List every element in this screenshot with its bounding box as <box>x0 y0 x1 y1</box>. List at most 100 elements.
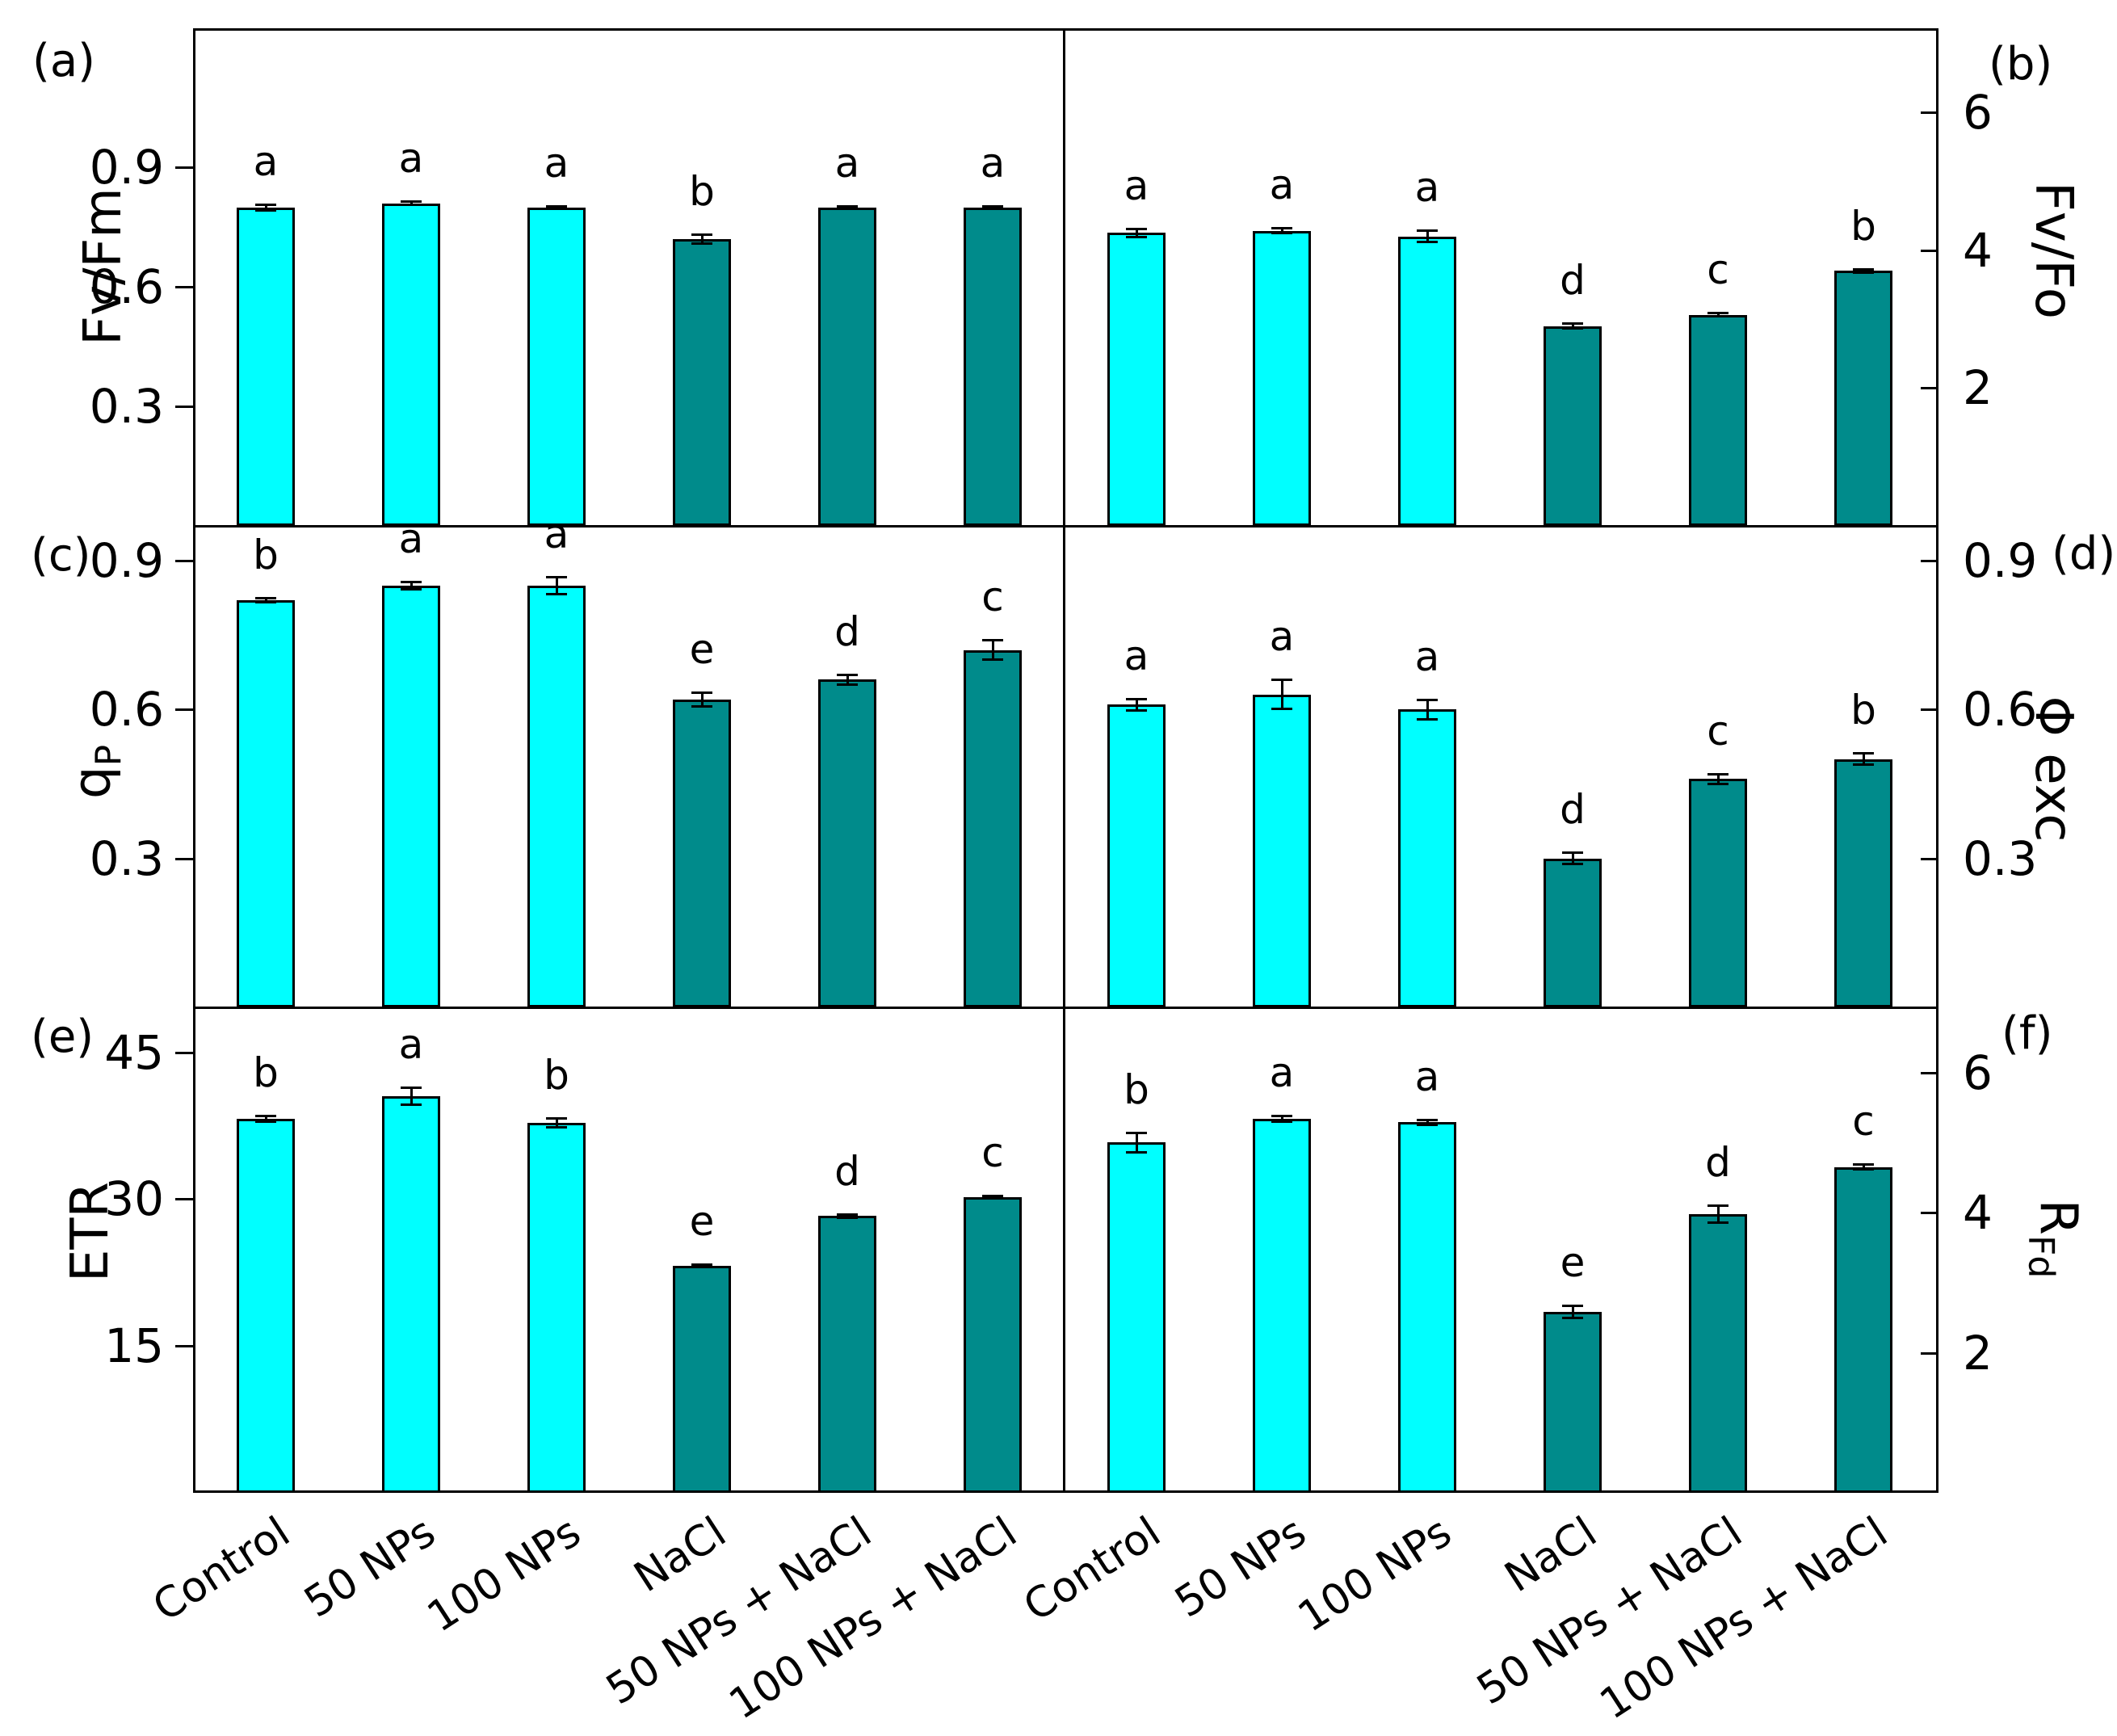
panel-label-d: (d) <box>2052 528 2116 580</box>
bar-100-nps-nacl-b <box>1834 271 1892 526</box>
y-axis-title-a: Fv/Fm <box>74 187 133 346</box>
error-bar-cap <box>691 691 712 694</box>
panel-label-a: (a) <box>32 35 96 87</box>
error-bar <box>992 640 994 660</box>
significance-letter: b <box>544 1051 569 1099</box>
y-axis-tick <box>1921 560 1938 562</box>
significance-letter: a <box>544 139 569 187</box>
error-bar <box>1426 1119 1429 1125</box>
y-axis-tick-label: 15 <box>104 1318 164 1374</box>
bar-nacl-b <box>1544 326 1602 526</box>
error-bar-cap <box>1562 326 1583 330</box>
bar-50-nps-nacl-c <box>818 679 876 1007</box>
error-bar-cap <box>691 233 712 237</box>
error-bar-cap <box>546 1126 567 1129</box>
error-bar-cap <box>1126 1132 1147 1135</box>
error-bar-cap <box>546 575 567 578</box>
y-axis-tick <box>175 560 193 562</box>
bar-50-nps-nacl-d <box>1689 779 1747 1007</box>
significance-letter: c <box>1852 1098 1875 1145</box>
y-axis-tick-label: 4 <box>1963 1185 1993 1241</box>
bar-nacl-d <box>1544 858 1602 1007</box>
error-bar-cap <box>1707 782 1728 785</box>
bar-50-nps-d <box>1253 694 1311 1007</box>
error-bar <box>1717 313 1720 317</box>
error-bar-cap <box>1126 697 1147 700</box>
significance-letter: a <box>398 135 424 183</box>
error-bar-cap <box>1853 271 1874 274</box>
y-axis-tick-label: 2 <box>1963 1325 1993 1381</box>
y-axis-tick-label: 6 <box>1963 85 1993 141</box>
bar-50-nps-f <box>1253 1118 1311 1493</box>
error-bar <box>701 691 704 708</box>
significance-letter: a <box>398 1021 424 1069</box>
significance-letter: e <box>689 625 715 673</box>
error-bar <box>846 1213 849 1218</box>
error-bar-cap <box>982 204 1003 208</box>
bar-50-nps-nacl-a <box>818 207 876 526</box>
error-bar-cap <box>1707 1204 1728 1207</box>
error-bar <box>1572 852 1574 865</box>
error-bar-cap <box>255 203 276 206</box>
significance-letter: b <box>1850 202 1876 250</box>
significance-letter: d <box>1705 1138 1731 1186</box>
chart-figure-frame: 0.9 0.6 0.3 a a a b a a 6 4 2 a a a d c b 0.9 0.6 0.3 b a a e d c 0… <box>90 28 2037 1493</box>
error-bar <box>1281 228 1283 234</box>
error-bar-cap <box>401 204 422 207</box>
significance-letter: d <box>834 608 860 656</box>
error-bar <box>265 204 267 211</box>
error-bar-cap <box>691 242 712 246</box>
error-bar-cap <box>1271 232 1292 235</box>
y-axis-title-c: qP <box>62 744 130 799</box>
significance-letter: d <box>1560 257 1586 305</box>
y-axis-tick <box>1921 111 1938 115</box>
error-bar-cap <box>401 587 422 591</box>
y-axis-tick <box>1921 387 1938 390</box>
error-bar-cap <box>401 1103 422 1107</box>
y-axis-tick <box>1921 857 1938 860</box>
error-bar-cap <box>1126 708 1147 712</box>
error-bar-cap <box>837 1213 858 1216</box>
error-bar-cap <box>255 597 276 600</box>
error-bar-cap <box>1853 763 1874 767</box>
error-bar-cap <box>1126 235 1147 238</box>
error-bar-cap <box>255 1120 276 1123</box>
error-bar-cap <box>546 1116 567 1120</box>
error-bar-cap <box>1417 1118 1438 1121</box>
error-bar-cap <box>1271 227 1292 230</box>
significance-letter: a <box>398 515 424 562</box>
significance-letter: b <box>1850 687 1876 734</box>
error-bar-cap <box>1271 1120 1292 1124</box>
error-bar-cap <box>837 204 858 208</box>
significance-letter: a <box>1269 162 1295 209</box>
significance-letter: c <box>981 1129 1004 1177</box>
bar-50-nps-e <box>382 1096 440 1493</box>
error-bar-cap <box>837 207 858 210</box>
bar-100-nps-e <box>527 1122 586 1493</box>
y-axis-tick-label: 0.6 <box>1963 682 2038 738</box>
panel-column-divider <box>1063 28 1065 1493</box>
error-bar <box>701 234 704 245</box>
y-axis-title-d: Φ exc <box>2023 696 2083 843</box>
error-bar-cap <box>255 601 276 604</box>
error-bar <box>410 1087 413 1106</box>
bar-100-nps-c <box>527 585 586 1007</box>
error-bar <box>410 581 413 590</box>
y-axis-tick <box>175 1051 193 1054</box>
error-bar-cap <box>401 1087 422 1090</box>
bar-control-f <box>1107 1142 1166 1493</box>
bar-50-nps-nacl-f <box>1689 1213 1747 1493</box>
y-axis-tick <box>1921 1071 1938 1074</box>
significance-letter: a <box>253 137 279 185</box>
error-bar <box>556 576 558 595</box>
error-bar <box>265 1116 267 1122</box>
error-bar-cap <box>1562 863 1583 866</box>
bar-100-nps-nacl-f <box>1834 1166 1892 1493</box>
y-axis-tick-label: 0.3 <box>89 830 164 886</box>
error-bar-cap <box>837 674 858 677</box>
error-bar-cap <box>1417 699 1438 702</box>
significance-letter: b <box>253 532 279 579</box>
significance-letter: a <box>834 139 860 187</box>
error-bar-cap <box>1562 1305 1583 1308</box>
error-bar-cap <box>691 705 712 708</box>
